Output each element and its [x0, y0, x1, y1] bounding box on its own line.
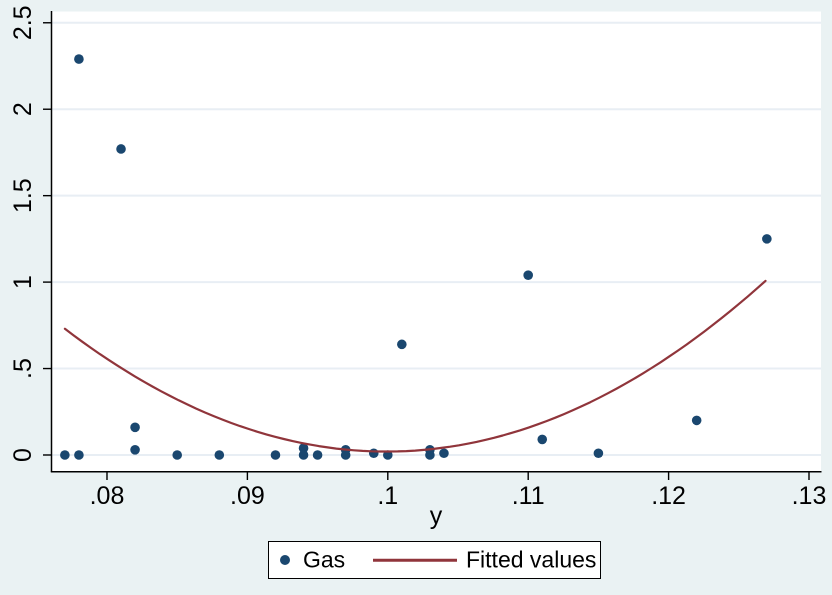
scatter-point [523, 270, 533, 280]
x-tick-label: .1 [377, 482, 398, 510]
scatter-point [340, 450, 351, 460]
scatter-point [312, 450, 323, 460]
legend-label-gas: Gas [303, 546, 346, 573]
scatter-point [74, 54, 84, 64]
x-tick-label: .08 [90, 482, 125, 510]
x-axis-title: y [429, 502, 443, 530]
scatter-point [60, 450, 70, 460]
scatter-point [74, 450, 84, 460]
y-tick-label: .5 [9, 358, 37, 379]
plot-region [51, 11, 821, 471]
scatter-point [439, 448, 449, 459]
y-tick-label: 0 [9, 448, 37, 462]
x-tick-label: .11 [512, 482, 545, 510]
scatter-point [397, 339, 407, 350]
x-tick-label: .12 [651, 482, 686, 510]
scatter-point [425, 450, 435, 460]
scatter-point [116, 144, 126, 154]
x-tick-label: .09 [230, 482, 265, 510]
y-tick-label: 2.5 [9, 5, 37, 40]
scatter-point [691, 415, 702, 426]
y-tick-label: 1 [9, 275, 37, 289]
scatter-point [298, 450, 309, 460]
fitted-values-line [63, 279, 767, 453]
scatter-point [298, 443, 309, 453]
scatter-point [270, 450, 281, 460]
scatter-point [537, 434, 548, 445]
scatter-point [593, 448, 604, 459]
legend-box: Gas Fitted values [268, 541, 601, 579]
y-tick-label: 2 [9, 102, 37, 116]
scatter-point [214, 450, 225, 460]
y-tick-label: 1.5 [9, 178, 37, 213]
scatter-point [130, 445, 140, 455]
fitted-line-sample-icon [373, 558, 457, 562]
scatter-point [368, 448, 379, 459]
x-tick-label: .13 [792, 482, 827, 510]
scatter-point [762, 234, 772, 244]
legend-label-fitted-values: Fitted values [466, 546, 597, 573]
scatter-point [172, 450, 182, 460]
scatter-point [130, 422, 140, 433]
gas-scatter-marker-icon [280, 555, 290, 565]
